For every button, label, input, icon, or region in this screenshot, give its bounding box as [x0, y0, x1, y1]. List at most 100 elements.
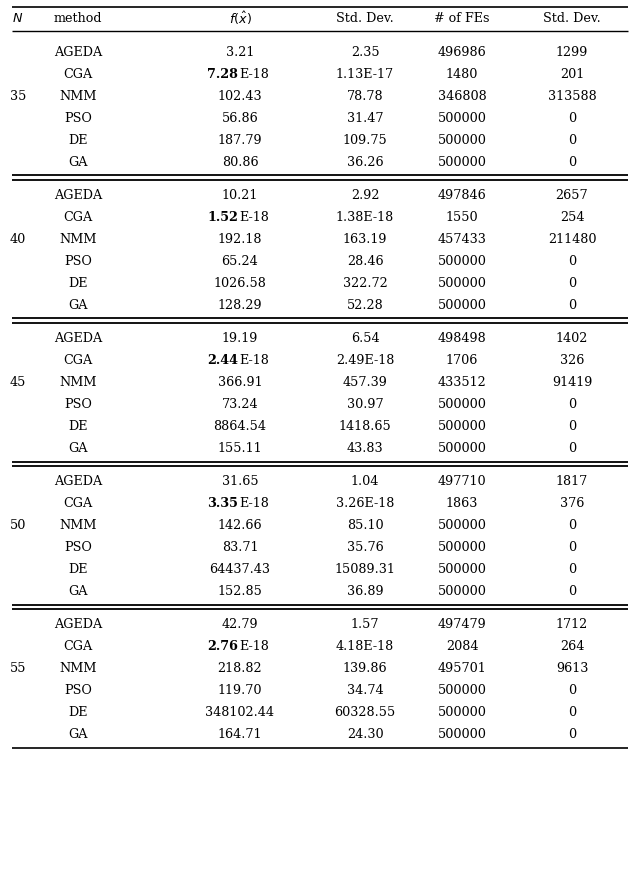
Text: 500000: 500000 — [438, 299, 486, 311]
Text: NMM: NMM — [60, 661, 97, 674]
Text: 7.28: 7.28 — [207, 68, 238, 81]
Text: 2084: 2084 — [445, 639, 478, 652]
Text: 0: 0 — [568, 540, 576, 553]
Text: 35.76: 35.76 — [347, 540, 383, 553]
Text: 326: 326 — [560, 353, 584, 366]
Text: 1.04: 1.04 — [351, 474, 379, 487]
Text: 497710: 497710 — [438, 474, 486, 487]
Text: 109.75: 109.75 — [342, 133, 387, 147]
Text: 42.79: 42.79 — [221, 617, 259, 630]
Text: # of FEs: # of FEs — [435, 11, 490, 25]
Text: 1550: 1550 — [445, 211, 478, 223]
Text: PSO: PSO — [64, 112, 92, 125]
Text: 1706: 1706 — [446, 353, 478, 366]
Text: 500000: 500000 — [438, 419, 486, 432]
Text: GA: GA — [68, 155, 88, 169]
Text: 264: 264 — [560, 639, 584, 652]
Text: 1.13E-17: 1.13E-17 — [336, 68, 394, 81]
Text: 346808: 346808 — [438, 90, 486, 103]
Text: AGEDA: AGEDA — [54, 189, 102, 201]
Text: PSO: PSO — [64, 540, 92, 553]
Text: 31.47: 31.47 — [347, 112, 383, 125]
Text: 500000: 500000 — [438, 133, 486, 147]
Text: 201: 201 — [560, 68, 584, 81]
Text: 495701: 495701 — [438, 661, 486, 674]
Text: 0: 0 — [568, 683, 576, 696]
Text: 163.19: 163.19 — [343, 233, 387, 245]
Text: DE: DE — [68, 562, 88, 575]
Text: E-18: E-18 — [239, 353, 269, 366]
Text: GA: GA — [68, 299, 88, 311]
Text: 0: 0 — [568, 112, 576, 125]
Text: 500000: 500000 — [438, 442, 486, 454]
Text: 24.30: 24.30 — [347, 727, 383, 740]
Text: GA: GA — [68, 442, 88, 454]
Text: 52.28: 52.28 — [347, 299, 383, 311]
Text: 6.54: 6.54 — [351, 331, 380, 344]
Text: 139.86: 139.86 — [342, 661, 387, 674]
Text: NMM: NMM — [60, 233, 97, 245]
Text: 34.74: 34.74 — [347, 683, 383, 696]
Text: CGA: CGA — [63, 211, 93, 223]
Text: 0: 0 — [568, 562, 576, 575]
Text: 1299: 1299 — [556, 46, 588, 59]
Text: $f(\hat{x})$: $f(\hat{x})$ — [228, 10, 252, 26]
Text: 218.82: 218.82 — [218, 661, 262, 674]
Text: 83.71: 83.71 — [221, 540, 259, 553]
Text: 2.76: 2.76 — [207, 639, 238, 652]
Text: NMM: NMM — [60, 518, 97, 531]
Text: NMM: NMM — [60, 90, 97, 103]
Text: 28.46: 28.46 — [347, 255, 383, 267]
Text: 500000: 500000 — [438, 683, 486, 696]
Text: 254: 254 — [560, 211, 584, 223]
Text: 102.43: 102.43 — [218, 90, 262, 103]
Text: 0: 0 — [568, 518, 576, 531]
Text: 322.72: 322.72 — [342, 277, 387, 289]
Text: CGA: CGA — [63, 639, 93, 652]
Text: PSO: PSO — [64, 683, 92, 696]
Text: 1.38E-18: 1.38E-18 — [336, 211, 394, 223]
Text: 50: 50 — [10, 518, 26, 531]
Text: 2.92: 2.92 — [351, 189, 380, 201]
Text: 497479: 497479 — [438, 617, 486, 630]
Text: GA: GA — [68, 727, 88, 740]
Text: AGEDA: AGEDA — [54, 331, 102, 344]
Text: 15089.31: 15089.31 — [335, 562, 396, 575]
Text: 500000: 500000 — [438, 727, 486, 740]
Text: 500000: 500000 — [438, 584, 486, 597]
Text: 1480: 1480 — [446, 68, 478, 81]
Text: 0: 0 — [568, 133, 576, 147]
Text: 1026.58: 1026.58 — [214, 277, 266, 289]
Text: 155.11: 155.11 — [218, 442, 262, 454]
Text: 128.29: 128.29 — [218, 299, 262, 311]
Text: 500000: 500000 — [438, 397, 486, 410]
Text: 1.57: 1.57 — [351, 617, 380, 630]
Text: PSO: PSO — [64, 397, 92, 410]
Text: 1863: 1863 — [446, 496, 478, 509]
Text: 0: 0 — [568, 277, 576, 289]
Text: 211480: 211480 — [548, 233, 596, 245]
Text: DE: DE — [68, 133, 88, 147]
Text: 187.79: 187.79 — [218, 133, 262, 147]
Text: 164.71: 164.71 — [218, 727, 262, 740]
Text: 497846: 497846 — [438, 189, 486, 201]
Text: 1418.65: 1418.65 — [339, 419, 392, 432]
Text: 3.26E-18: 3.26E-18 — [336, 496, 394, 509]
Text: 0: 0 — [568, 255, 576, 267]
Text: 2.44: 2.44 — [207, 353, 238, 366]
Text: 1817: 1817 — [556, 474, 588, 487]
Text: CGA: CGA — [63, 353, 93, 366]
Text: 500000: 500000 — [438, 155, 486, 169]
Text: 500000: 500000 — [438, 705, 486, 718]
Text: 348102.44: 348102.44 — [205, 705, 275, 718]
Text: 500000: 500000 — [438, 112, 486, 125]
Text: 64437.43: 64437.43 — [209, 562, 271, 575]
Text: 3.21: 3.21 — [226, 46, 254, 59]
Text: 0: 0 — [568, 419, 576, 432]
Text: DE: DE — [68, 705, 88, 718]
Text: E-18: E-18 — [239, 496, 269, 509]
Text: 500000: 500000 — [438, 540, 486, 553]
Text: 2.35: 2.35 — [351, 46, 380, 59]
Text: $N$: $N$ — [12, 11, 24, 25]
Text: 366.91: 366.91 — [218, 375, 262, 388]
